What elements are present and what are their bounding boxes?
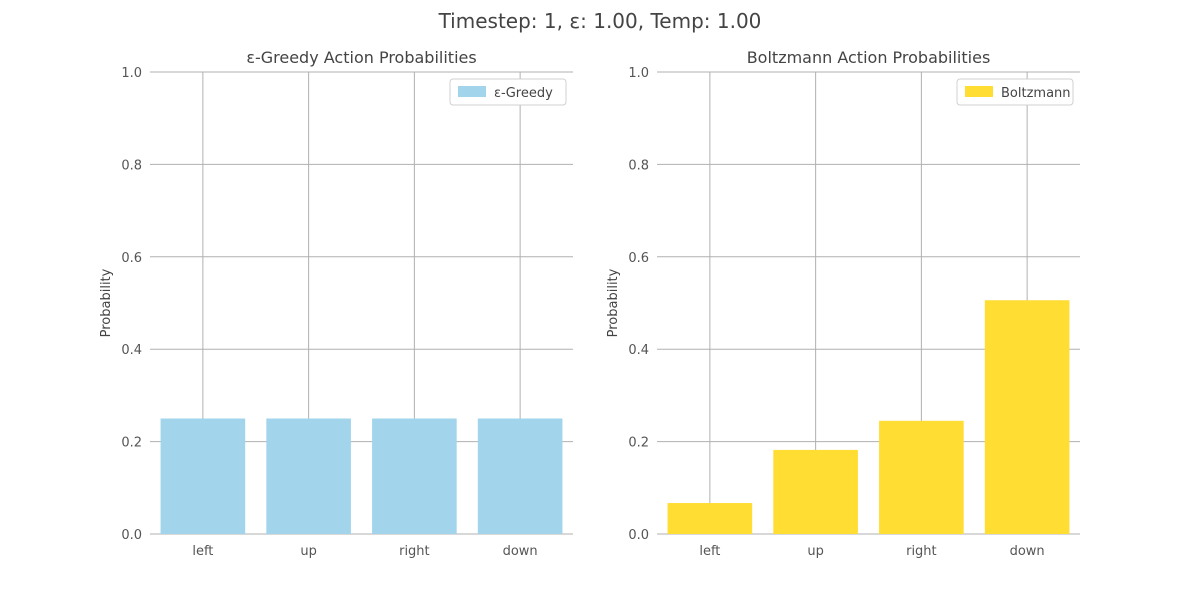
y-tick-label: 0.4 <box>628 343 649 358</box>
y-tick-label: 0.2 <box>121 436 142 451</box>
y-tick-label: 0.0 <box>121 528 142 543</box>
legend: Boltzmann <box>956 78 1074 106</box>
chart-panel-1: 0.0 0.2 0.4 0.6 0.8 1.0 left up right down ε-Greed… <box>99 48 573 559</box>
x-tick-label-right: right <box>399 544 430 559</box>
x-tick-label-down: down <box>1010 544 1045 559</box>
bar-down <box>984 300 1070 534</box>
y-tick-label: 1.0 <box>121 66 142 81</box>
legend-box <box>449 78 567 106</box>
y-tick-label: 0.8 <box>121 158 142 173</box>
bar-left <box>667 503 753 534</box>
chart-panels: 0.0 0.2 0.4 0.6 0.8 1.0 left up right down ε-Greed… <box>99 48 1080 559</box>
chart-title: Boltzmann Action Probabilities <box>747 48 991 67</box>
bar-up <box>266 418 351 534</box>
y-tick-label: 0.2 <box>628 436 649 451</box>
bar-right <box>372 418 457 534</box>
x-tick-label-left: left <box>699 544 720 559</box>
figure-suptitle: Timestep: 1, ε: 1.00, Temp: 1.00 <box>438 9 762 33</box>
x-tick-label-up: up <box>807 544 824 559</box>
chart-title: ε-Greedy Action Probabilities <box>246 48 476 67</box>
y-tick-label: 1.0 <box>628 66 649 81</box>
legend-label: Boltzmann <box>1001 86 1071 101</box>
x-tick-label-left: left <box>192 544 213 559</box>
x-tick-label-down: down <box>503 544 538 559</box>
bar-up <box>773 449 858 534</box>
y-axis-label: Probability <box>606 268 621 337</box>
y-axis-label: Probability <box>99 268 114 337</box>
y-tick-label: 0.0 <box>628 528 649 543</box>
x-tick-label-up: up <box>300 544 317 559</box>
y-tick-label: 0.6 <box>121 251 142 266</box>
chart-panel-2: 0.0 0.2 0.4 0.6 0.8 1.0 left up right down Boltzma… <box>606 48 1080 559</box>
legend-swatch <box>965 86 993 97</box>
legend-swatch <box>458 86 486 97</box>
y-tick-label: 0.6 <box>628 251 649 266</box>
bar-left <box>160 418 246 534</box>
bar-right <box>879 420 964 534</box>
y-tick-label: 0.8 <box>628 158 649 173</box>
bar-down <box>477 418 563 534</box>
y-tick-label: 0.4 <box>121 343 142 358</box>
legend-label: ε-Greedy <box>494 86 553 101</box>
legend: ε-Greedy <box>449 78 567 106</box>
legend-box <box>956 78 1074 106</box>
x-tick-label-right: right <box>906 544 937 559</box>
